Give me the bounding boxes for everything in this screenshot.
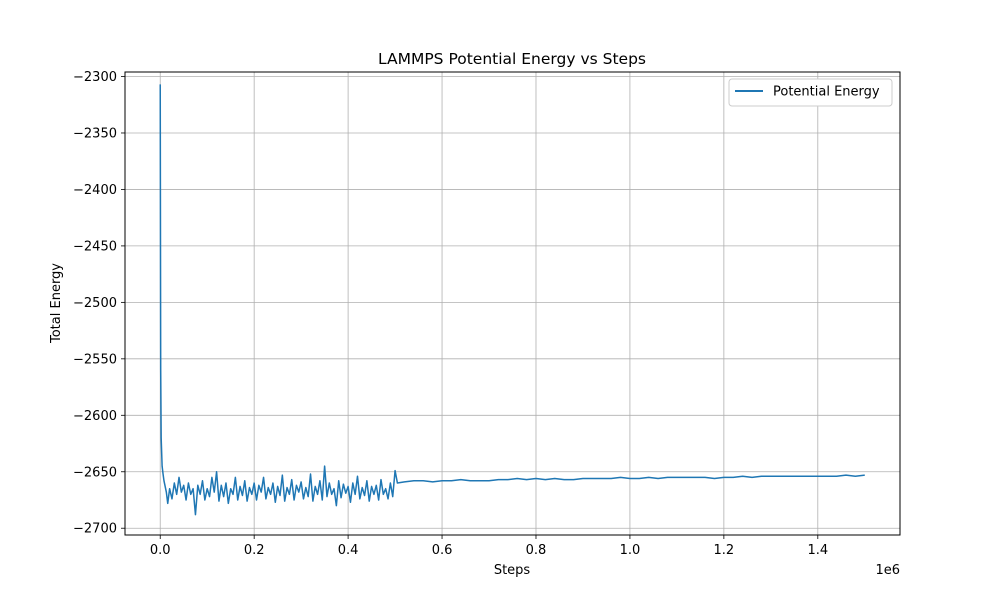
y-axis-ticks: −2300 −2350 −2400 −2450 −2500 −2550 −2600 −2650… bbox=[73, 70, 125, 537]
x-tick-label: 0.2 bbox=[244, 543, 265, 558]
series-layer bbox=[159, 84, 865, 516]
x-axis-label: Steps bbox=[494, 563, 531, 578]
x-axis-ticks: 0.0 0.2 0.4 0.6 0.8 1.0 1.2 1.4 bbox=[150, 535, 828, 558]
y-tick-label: −2700 bbox=[73, 522, 117, 537]
y-tick-label: −2450 bbox=[73, 239, 117, 254]
x-tick-label: 0.0 bbox=[150, 543, 171, 558]
x-tick-label: 1.4 bbox=[807, 543, 828, 558]
x-axis-offset-label: 1e6 bbox=[875, 563, 900, 578]
plot-area-frame bbox=[124, 71, 901, 536]
x-tick-label: 1.0 bbox=[620, 543, 641, 558]
x-tick-label: 0.6 bbox=[432, 543, 453, 558]
y-tick-label: −2600 bbox=[73, 409, 117, 424]
series-line-0 bbox=[159, 84, 865, 516]
y-tick-label: −2350 bbox=[73, 126, 117, 141]
x-tick-label: 1.2 bbox=[714, 543, 735, 558]
legend-box bbox=[728, 78, 893, 107]
x-tick-label: 0.8 bbox=[526, 543, 547, 558]
legend-entry-potential-energy: Potential Energy bbox=[773, 85, 880, 100]
y-tick-label: −2500 bbox=[73, 296, 117, 311]
grid bbox=[125, 72, 900, 535]
x-tick-label: 0.4 bbox=[338, 543, 359, 558]
y-tick-label: −2400 bbox=[73, 183, 117, 198]
legend: Potential Energy bbox=[728, 78, 893, 107]
y-axis-label: Total Energy bbox=[49, 263, 64, 344]
chart-title: LAMMPS Potential Energy vs Steps bbox=[378, 50, 646, 68]
y-tick-label: −2550 bbox=[73, 352, 117, 367]
y-tick-label: −2650 bbox=[73, 465, 117, 480]
y-tick-label: −2300 bbox=[73, 70, 117, 85]
